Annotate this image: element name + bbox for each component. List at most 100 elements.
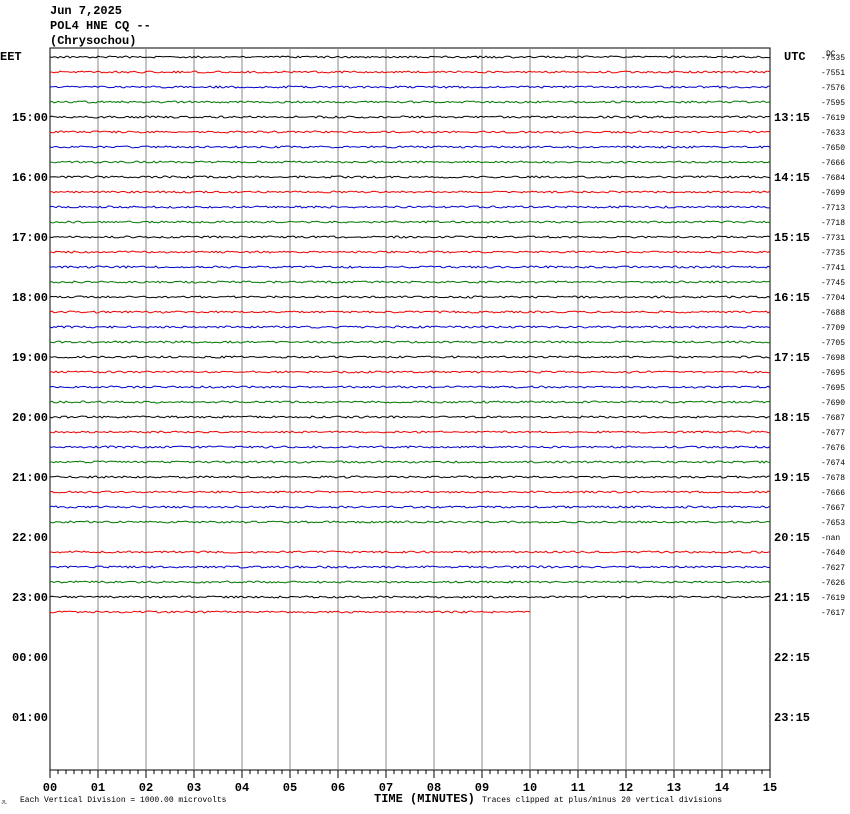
right-hour-label: 23:15 — [774, 711, 810, 725]
right-hour-label: 18:15 — [774, 411, 810, 425]
x-tick-label: 02 — [139, 781, 153, 795]
trace — [49, 400, 771, 404]
offset-label: -7678 — [821, 474, 845, 483]
offset-label: -7731 — [821, 234, 845, 243]
clip-note: Traces clipped at plus/minus 20 vertical… — [482, 796, 722, 805]
x-tick-label: 01 — [91, 781, 105, 795]
trace — [49, 235, 771, 239]
trace — [49, 475, 771, 479]
x-tick-label: 06 — [331, 781, 345, 795]
x-tick-label: 14 — [715, 781, 729, 795]
right-hour-label: 20:15 — [774, 531, 810, 545]
trace — [49, 415, 771, 419]
scale-note: Each Vertical Division = 1000.00 microvo… — [20, 796, 227, 805]
trace — [49, 430, 771, 434]
offset-label: -7676 — [821, 444, 845, 453]
offset-label: -7704 — [821, 294, 845, 303]
x-tick-label: 00 — [43, 781, 57, 795]
offset-label: -7695 — [821, 384, 845, 393]
offsets-title: DC — [826, 50, 836, 59]
offset-label: -7695 — [821, 369, 845, 378]
x-axis-title: TIME (MINUTES) — [374, 792, 475, 806]
trace — [49, 115, 771, 119]
trace — [49, 355, 771, 359]
left-hour-label: 15:00 — [12, 111, 48, 125]
offset-label: -7687 — [821, 414, 845, 423]
trace — [49, 580, 771, 584]
trace — [49, 190, 771, 194]
offset-label: -7698 — [821, 354, 845, 363]
offset-label: -7718 — [821, 219, 845, 228]
trace — [49, 145, 771, 149]
left-hour-label: 18:00 — [12, 291, 48, 305]
trace — [49, 70, 771, 74]
trace — [50, 265, 771, 269]
offset-label: -7666 — [821, 489, 845, 498]
left-axis-title: EET — [0, 50, 22, 64]
offset-label: -7576 — [821, 84, 845, 93]
trace — [49, 310, 771, 314]
left-hour-label: 17:00 — [12, 231, 48, 245]
left-hour-label: 20:00 — [12, 411, 48, 425]
offset-label: -7705 — [821, 339, 845, 348]
x-tick-label: 08 — [427, 781, 441, 795]
offset-label: -7626 — [821, 579, 845, 588]
x-tick-label: 11 — [571, 781, 585, 795]
x-tick-label: 15 — [763, 781, 777, 795]
trace — [49, 280, 771, 284]
right-hour-label: 21:15 — [774, 591, 810, 605]
trace — [49, 565, 771, 569]
offset-label: -7699 — [821, 189, 845, 198]
right-hour-label: 17:15 — [774, 351, 810, 365]
left-hour-label: 23:00 — [12, 591, 48, 605]
left-hour-label: 19:00 — [12, 351, 48, 365]
trace — [49, 175, 771, 179]
offset-label: -7713 — [821, 204, 845, 213]
offset-label: -7666 — [821, 159, 845, 168]
trace — [49, 595, 771, 599]
offset-label: -7735 — [821, 249, 845, 258]
left-hour-label: 00:00 — [12, 651, 48, 665]
location: (Chrysochou) — [50, 34, 136, 48]
x-tick-label: 10 — [523, 781, 537, 795]
x-tick-label: 07 — [379, 781, 393, 795]
offset-label: -7551 — [821, 69, 845, 78]
trace — [49, 295, 771, 299]
trace — [49, 325, 771, 329]
right-axis-title: UTC — [784, 50, 806, 64]
trace — [49, 205, 770, 209]
trace — [49, 220, 771, 224]
offset-label: -7595 — [821, 99, 845, 108]
offset-label: -7653 — [821, 519, 845, 528]
x-tick-label: 13 — [667, 781, 681, 795]
offset-label: -7617 — [821, 609, 845, 618]
offset-label: -7619 — [821, 114, 845, 123]
offset-label: -7650 — [821, 144, 845, 153]
right-hour-label: 13:15 — [774, 111, 810, 125]
offset-label: -7633 — [821, 129, 845, 138]
offset-label: -nan — [821, 534, 840, 543]
trace — [49, 250, 771, 254]
left-hour-label: 21:00 — [12, 471, 48, 485]
trace — [49, 520, 771, 524]
offset-label: -7619 — [821, 594, 845, 603]
offset-label: -7535 — [821, 54, 845, 63]
x-tick-label: 12 — [619, 781, 633, 795]
left-hour-label: 16:00 — [12, 171, 48, 185]
offset-label: -7674 — [821, 459, 845, 468]
right-hour-label: 19:15 — [774, 471, 810, 485]
station: POL4 HNE CQ -- — [50, 19, 151, 33]
trace — [49, 55, 771, 59]
x-tick-label: 03 — [187, 781, 201, 795]
x-tick-label: 09 — [475, 781, 489, 795]
left-hour-label: 01:00 — [12, 711, 48, 725]
offset-label: -7627 — [821, 564, 845, 573]
trace — [49, 490, 771, 494]
x-tick-label: 04 — [235, 781, 249, 795]
trace — [49, 550, 771, 554]
trace — [49, 505, 771, 509]
date: Jun 7,2025 — [50, 4, 122, 18]
trace — [49, 85, 771, 89]
trace — [49, 130, 771, 134]
